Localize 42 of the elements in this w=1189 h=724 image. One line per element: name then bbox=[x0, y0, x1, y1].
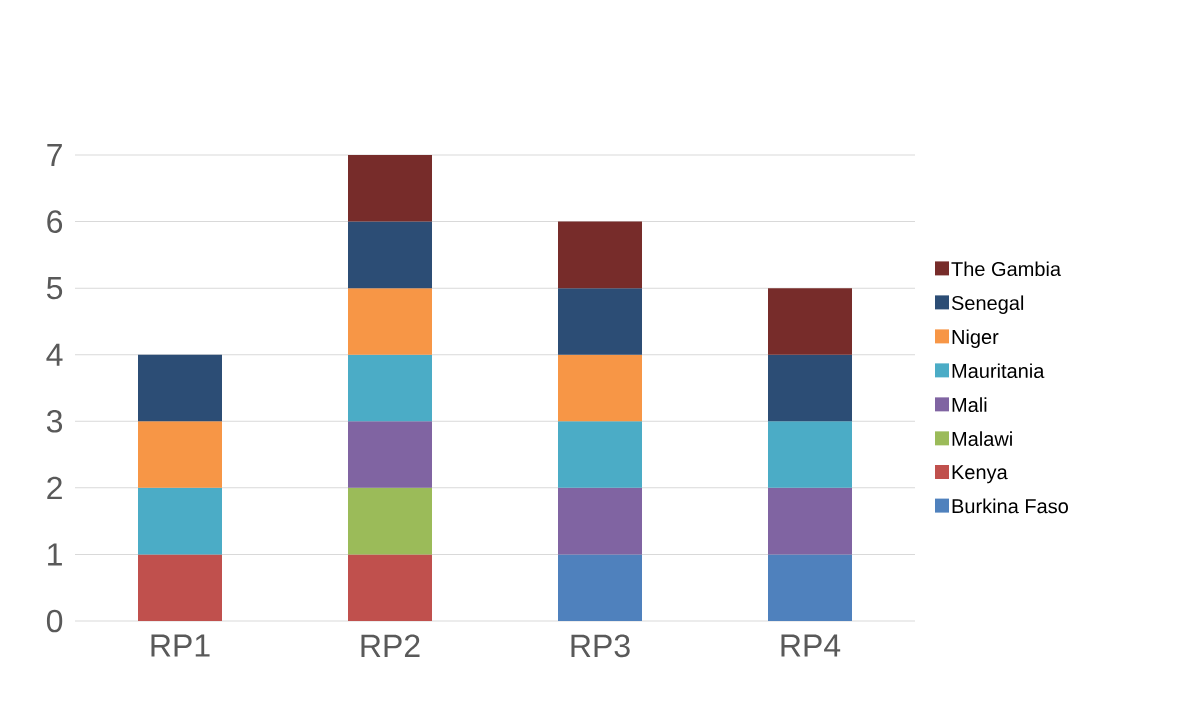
bar bbox=[138, 554, 222, 621]
bar bbox=[348, 487, 432, 555]
y-tick-label: 6 bbox=[47, 210, 63, 233]
legend-label: Mali bbox=[952, 397, 987, 413]
x-tick-label: RP1 bbox=[151, 634, 210, 657]
y-tick-label: 0 bbox=[46, 609, 63, 633]
bar bbox=[558, 354, 643, 422]
y-tick-label: 7 bbox=[47, 144, 62, 167]
x-tick-label: RP3 bbox=[571, 634, 630, 658]
x-tick-label: RP4 bbox=[781, 634, 841, 657]
y-tick-label: 3 bbox=[46, 409, 63, 433]
legend-label: Mauritania bbox=[952, 363, 1045, 379]
bar bbox=[768, 288, 852, 355]
y-tick-label: 5 bbox=[46, 276, 63, 300]
bar bbox=[558, 421, 643, 488]
legend-label: Senegal bbox=[951, 295, 1024, 315]
y-tick-label: 2 bbox=[47, 476, 62, 500]
bar bbox=[558, 221, 643, 289]
bar bbox=[348, 221, 432, 289]
bar bbox=[138, 487, 222, 555]
bar bbox=[768, 554, 852, 621]
bar bbox=[348, 155, 432, 222]
legend-label: The Gambia bbox=[951, 261, 1062, 277]
x-tick-label: RP2 bbox=[361, 634, 420, 657]
bar bbox=[348, 554, 432, 621]
bar bbox=[558, 288, 643, 355]
legend-label: Kenya bbox=[952, 465, 1008, 484]
y-tick-label: 4 bbox=[46, 343, 63, 366]
bar bbox=[138, 421, 222, 488]
bar bbox=[348, 288, 432, 355]
bar bbox=[558, 554, 643, 621]
bar bbox=[348, 421, 432, 488]
bar bbox=[768, 421, 852, 488]
bar bbox=[768, 487, 852, 555]
legend-label: Niger bbox=[952, 329, 999, 349]
legend-label: Malawi bbox=[952, 431, 1012, 447]
bar bbox=[558, 487, 643, 555]
bar bbox=[138, 354, 222, 422]
bar bbox=[348, 354, 432, 422]
bar bbox=[768, 354, 852, 422]
legend-label: Burkina Faso bbox=[952, 498, 1068, 514]
y-tick-label: 1 bbox=[48, 543, 62, 566]
